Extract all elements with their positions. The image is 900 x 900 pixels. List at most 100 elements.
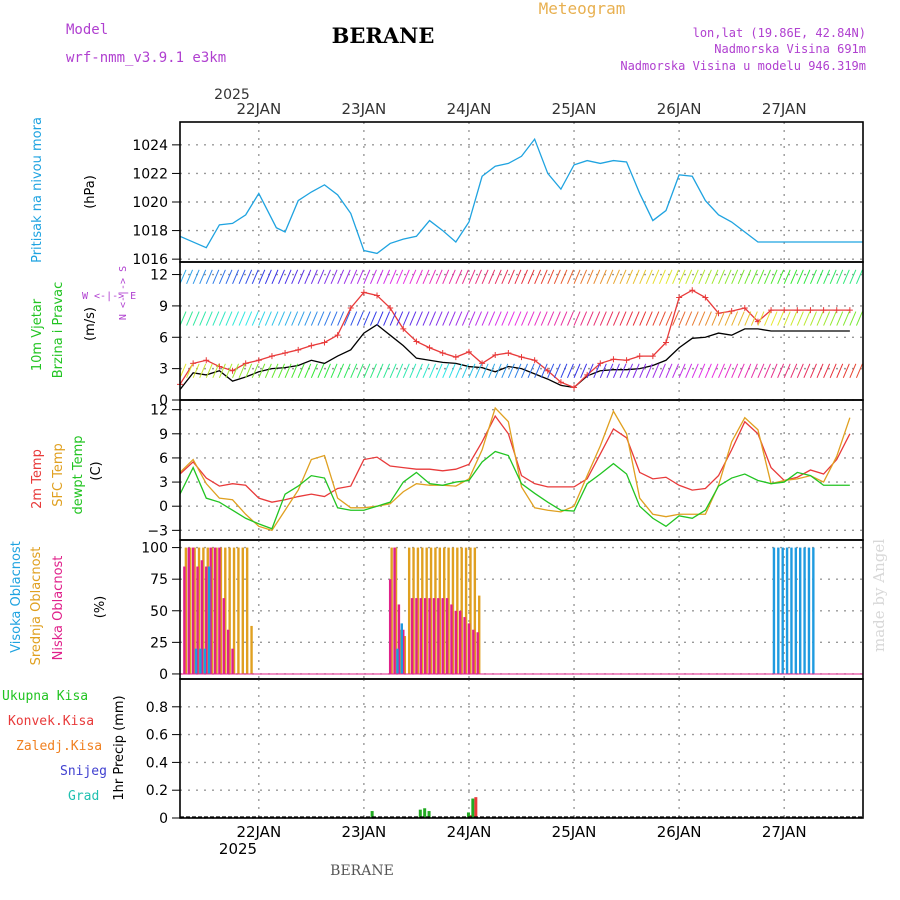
wind-barb [606, 363, 614, 379]
wind-barb [810, 311, 817, 326]
wind-barb [750, 363, 758, 379]
altitude-label: Nadmorska Visina 691m [714, 42, 866, 56]
wind-barb [704, 269, 712, 284]
wind-barb [284, 311, 292, 326]
gust-marker [360, 289, 367, 296]
wind-barb [199, 363, 207, 379]
wind-barb [461, 269, 469, 284]
wind-barb [547, 311, 555, 326]
wind-barb [553, 311, 561, 326]
wind-barb [251, 311, 259, 326]
wind-barb [626, 311, 634, 326]
wind-barb [652, 269, 660, 284]
wind-barb [770, 363, 778, 379]
gust-marker [807, 307, 814, 314]
y-tick-label: 1016 [132, 252, 168, 268]
series-line-gusts [179, 289, 850, 389]
wind-barb [258, 269, 266, 284]
wind-barb [573, 311, 581, 326]
cloud-bar-low [445, 598, 449, 674]
wind-barb [350, 363, 358, 379]
wind-barb [691, 311, 699, 326]
wind-barb [553, 363, 561, 379]
wind-barb [711, 269, 719, 284]
wind-barb [750, 311, 758, 326]
gust-marker [439, 349, 446, 356]
wind-compass: W <-|-> E [82, 291, 136, 302]
wind-barb [488, 311, 496, 326]
wind-barb [455, 363, 463, 379]
wind-barb [698, 269, 706, 284]
wind-barb [586, 311, 594, 326]
wind-barb [350, 269, 358, 284]
wind-barb [698, 311, 706, 326]
wind-barb [363, 269, 371, 284]
cloud-bar-mid [228, 547, 231, 674]
wind-barb [402, 269, 410, 284]
wind-barb [770, 269, 778, 284]
wind-barb [842, 363, 850, 379]
gust-marker [426, 344, 433, 351]
wind-barb [849, 311, 857, 326]
wind-barb [586, 363, 594, 379]
pressure-unit: (hPa) [83, 175, 98, 209]
wind-barb [560, 311, 568, 326]
wind-unit: (m/s) [83, 307, 98, 341]
gust-marker [505, 349, 512, 356]
wind-barb [540, 311, 548, 326]
wind-barb [501, 311, 509, 326]
wind-barb [580, 311, 588, 326]
wind-barb [278, 363, 285, 379]
cloud-bar-low [218, 547, 221, 674]
wind-barb [330, 269, 338, 284]
wind-barb [842, 311, 850, 326]
wind-barb [632, 269, 640, 284]
wind-barb [264, 269, 272, 284]
precip-panel: 0 0.2 0.4 0.6 0.8 [146, 678, 864, 827]
gust-marker [255, 357, 262, 364]
wind-barb [810, 269, 817, 284]
gust-marker [374, 292, 381, 299]
wind-barb [665, 269, 673, 284]
wind-barb [461, 311, 469, 326]
cloud-bar-low [428, 598, 431, 674]
cloud-bar-mid [224, 547, 227, 674]
wind-barb [521, 311, 528, 326]
wind-barb [507, 311, 515, 326]
gust-marker [636, 353, 643, 360]
cloud-bar-high [207, 566, 211, 674]
gust-marker [557, 379, 564, 386]
wind-barb [481, 363, 489, 379]
wind-barb [790, 311, 798, 326]
wind-barb [232, 363, 239, 379]
wind-barb [626, 269, 634, 284]
day-label-top: 24JAN [447, 100, 492, 118]
legend-convective-rain: Konvek.Kisa [8, 714, 94, 729]
wind-barb [186, 269, 194, 284]
wind-barb [363, 363, 371, 379]
wind-barb [461, 363, 469, 379]
precip-bar-total [427, 811, 431, 818]
temp-ylabel-sub2: dewpt Temp [71, 435, 86, 514]
y-tick-label: 9 [159, 299, 168, 315]
cloud-bar-high [199, 648, 202, 674]
gust-marker [400, 325, 407, 332]
cloud-bar-high [203, 648, 206, 674]
cloud-bar-mid [456, 547, 459, 674]
gust-marker [597, 360, 604, 367]
precip-bar-total [370, 811, 374, 818]
wind-barb [448, 269, 456, 284]
wind-barb [816, 269, 824, 284]
wind-barb [790, 269, 798, 284]
wind-barb [212, 311, 220, 326]
gust-marker [623, 357, 630, 364]
wind-barb [796, 311, 804, 326]
wind-barb [337, 363, 345, 379]
wind-barb [567, 363, 574, 379]
y-tick-label: 9 [159, 427, 168, 443]
temperature-panel: −3 0 3 6 9 12 [147, 399, 864, 541]
wind-barb [764, 311, 771, 326]
clouds-panel: 0 25 50 75 100 [141, 539, 864, 683]
cloud-bar-mid [478, 595, 481, 674]
wind-barb [560, 363, 568, 379]
